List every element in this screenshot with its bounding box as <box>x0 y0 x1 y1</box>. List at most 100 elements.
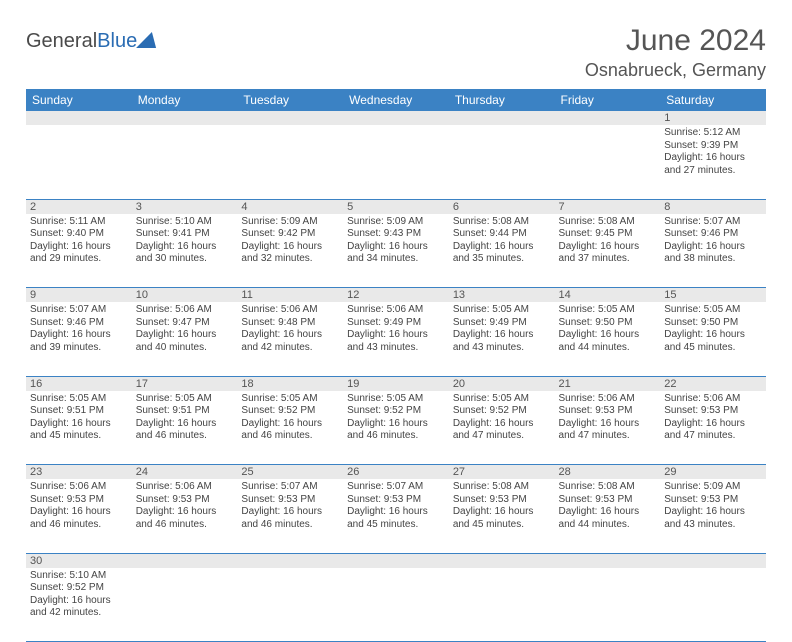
page-header: GeneralBlue June 2024 Osnabrueck, German… <box>26 24 766 81</box>
daynum-row: 16171819202122 <box>26 376 766 391</box>
day-number: 6 <box>449 199 555 214</box>
sunset-line: Sunset: 9:53 PM <box>559 494 657 507</box>
month-title: June 2024 <box>585 24 766 58</box>
sunset-line: Sunset: 9:51 PM <box>136 405 234 418</box>
calendar-cell: Sunrise: 5:05 AMSunset: 9:52 PMDaylight:… <box>343 391 449 465</box>
weekday-header: Saturday <box>660 89 766 111</box>
daynum-row: 23242526272829 <box>26 465 766 480</box>
sunrise-line: Sunrise: 5:11 AM <box>30 216 128 229</box>
daylight-line: Daylight: 16 hours and 47 minutes. <box>453 418 551 443</box>
day-number: 12 <box>343 288 449 303</box>
day-number: 26 <box>343 465 449 480</box>
sunrise-line: Sunrise: 5:09 AM <box>241 216 339 229</box>
weekday-header: Monday <box>132 89 238 111</box>
calendar-cell: Sunrise: 5:06 AMSunset: 9:53 PMDaylight:… <box>660 391 766 465</box>
sunrise-line: Sunrise: 5:07 AM <box>30 304 128 317</box>
daylight-line: Daylight: 16 hours and 46 minutes. <box>347 418 445 443</box>
sunrise-line: Sunrise: 5:05 AM <box>453 304 551 317</box>
calendar-cell: Sunrise: 5:12 AMSunset: 9:39 PMDaylight:… <box>660 125 766 199</box>
day-number: 29 <box>660 465 766 480</box>
daylight-line: Daylight: 16 hours and 43 minutes. <box>453 329 551 354</box>
day-number: 23 <box>26 465 132 480</box>
day-number: 17 <box>132 376 238 391</box>
day-number: 7 <box>555 199 661 214</box>
sunrise-line: Sunrise: 5:06 AM <box>664 393 762 406</box>
sunrise-line: Sunrise: 5:05 AM <box>241 393 339 406</box>
sunrise-line: Sunrise: 5:07 AM <box>347 481 445 494</box>
day-number: 11 <box>237 288 343 303</box>
calendar-cell <box>343 125 449 199</box>
daylight-line: Daylight: 16 hours and 46 minutes. <box>136 418 234 443</box>
daylight-line: Daylight: 16 hours and 43 minutes. <box>664 506 762 531</box>
calendar-head: SundayMondayTuesdayWednesdayThursdayFrid… <box>26 89 766 111</box>
sunrise-line: Sunrise: 5:12 AM <box>664 127 762 140</box>
sunset-line: Sunset: 9:46 PM <box>664 228 762 241</box>
calendar-week-row: Sunrise: 5:11 AMSunset: 9:40 PMDaylight:… <box>26 214 766 288</box>
day-number <box>343 553 449 568</box>
sunset-line: Sunset: 9:41 PM <box>136 228 234 241</box>
sunset-line: Sunset: 9:39 PM <box>664 140 762 153</box>
calendar-cell <box>555 568 661 642</box>
calendar-cell: Sunrise: 5:06 AMSunset: 9:53 PMDaylight:… <box>26 479 132 553</box>
calendar-cell <box>343 568 449 642</box>
sunrise-line: Sunrise: 5:06 AM <box>241 304 339 317</box>
calendar-cell: Sunrise: 5:07 AMSunset: 9:53 PMDaylight:… <box>237 479 343 553</box>
title-block: June 2024 Osnabrueck, Germany <box>585 24 766 81</box>
daylight-line: Daylight: 16 hours and 46 minutes. <box>30 506 128 531</box>
daylight-line: Daylight: 16 hours and 44 minutes. <box>559 506 657 531</box>
daylight-line: Daylight: 16 hours and 46 minutes. <box>136 506 234 531</box>
daylight-line: Daylight: 16 hours and 43 minutes. <box>347 329 445 354</box>
daylight-line: Daylight: 16 hours and 37 minutes. <box>559 241 657 266</box>
day-number: 27 <box>449 465 555 480</box>
sunset-line: Sunset: 9:52 PM <box>30 582 128 595</box>
day-number: 2 <box>26 199 132 214</box>
calendar-cell: Sunrise: 5:06 AMSunset: 9:53 PMDaylight:… <box>555 391 661 465</box>
calendar-cell: Sunrise: 5:05 AMSunset: 9:50 PMDaylight:… <box>555 302 661 376</box>
day-number: 19 <box>343 376 449 391</box>
calendar-cell <box>449 568 555 642</box>
calendar-cell: Sunrise: 5:05 AMSunset: 9:50 PMDaylight:… <box>660 302 766 376</box>
sunset-line: Sunset: 9:53 PM <box>30 494 128 507</box>
calendar-week-row: Sunrise: 5:07 AMSunset: 9:46 PMDaylight:… <box>26 302 766 376</box>
sunrise-line: Sunrise: 5:05 AM <box>347 393 445 406</box>
brand-name-part2: Blue <box>97 30 137 52</box>
calendar-cell: Sunrise: 5:11 AMSunset: 9:40 PMDaylight:… <box>26 214 132 288</box>
sunrise-line: Sunrise: 5:09 AM <box>347 216 445 229</box>
calendar-week-row: Sunrise: 5:10 AMSunset: 9:52 PMDaylight:… <box>26 568 766 642</box>
calendar-cell: Sunrise: 5:05 AMSunset: 9:51 PMDaylight:… <box>26 391 132 465</box>
daylight-line: Daylight: 16 hours and 32 minutes. <box>241 241 339 266</box>
brand-name: GeneralBlue <box>26 30 137 53</box>
day-number: 4 <box>237 199 343 214</box>
sunrise-line: Sunrise: 5:06 AM <box>136 304 234 317</box>
day-number: 25 <box>237 465 343 480</box>
daynum-row: 30 <box>26 553 766 568</box>
brand-name-part1: General <box>26 30 97 52</box>
calendar-cell <box>132 125 238 199</box>
sunset-line: Sunset: 9:53 PM <box>453 494 551 507</box>
sunrise-line: Sunrise: 5:07 AM <box>664 216 762 229</box>
calendar-cell: Sunrise: 5:06 AMSunset: 9:49 PMDaylight:… <box>343 302 449 376</box>
daylight-line: Daylight: 16 hours and 39 minutes. <box>30 329 128 354</box>
daylight-line: Daylight: 16 hours and 38 minutes. <box>664 241 762 266</box>
weekday-header: Sunday <box>26 89 132 111</box>
calendar-cell: Sunrise: 5:10 AMSunset: 9:52 PMDaylight:… <box>26 568 132 642</box>
sunset-line: Sunset: 9:50 PM <box>664 317 762 330</box>
day-number: 21 <box>555 376 661 391</box>
calendar-body: 1 Sunrise: 5:12 AMSunset: 9:39 PMDayligh… <box>26 111 766 642</box>
day-number: 15 <box>660 288 766 303</box>
day-number <box>132 111 238 125</box>
calendar-cell <box>26 125 132 199</box>
sunset-line: Sunset: 9:51 PM <box>30 405 128 418</box>
daynum-row: 2345678 <box>26 199 766 214</box>
day-number <box>555 111 661 125</box>
sunset-line: Sunset: 9:49 PM <box>347 317 445 330</box>
sunrise-line: Sunrise: 5:10 AM <box>136 216 234 229</box>
day-number: 10 <box>132 288 238 303</box>
calendar-cell: Sunrise: 5:08 AMSunset: 9:45 PMDaylight:… <box>555 214 661 288</box>
day-number: 8 <box>660 199 766 214</box>
sunrise-line: Sunrise: 5:05 AM <box>136 393 234 406</box>
sunrise-line: Sunrise: 5:06 AM <box>347 304 445 317</box>
sunrise-line: Sunrise: 5:05 AM <box>664 304 762 317</box>
brand-sail-icon <box>136 32 162 48</box>
day-number <box>237 111 343 125</box>
